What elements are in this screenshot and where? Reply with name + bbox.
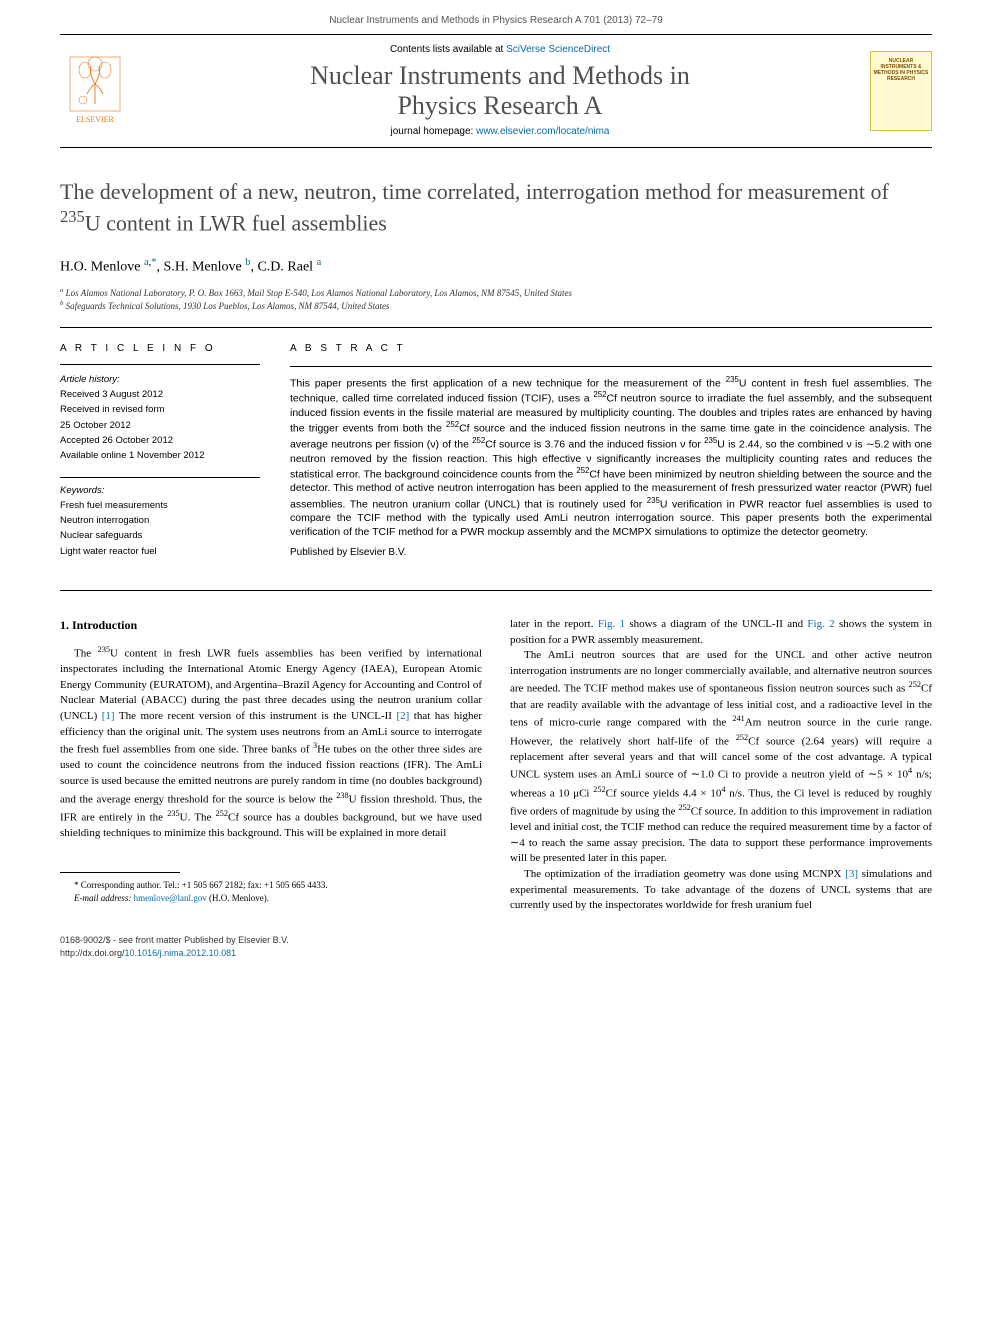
history-block: Article history: Received 3 August 2012 … bbox=[60, 373, 260, 463]
sciencedirect-link[interactable]: SciVerse ScienceDirect bbox=[506, 44, 610, 55]
keywords-block: Keywords: Fresh fuel measurements Neutro… bbox=[60, 484, 260, 558]
info-abstract-row: A R T I C L E I N F O Article history: R… bbox=[60, 342, 932, 572]
doi-line: http://dx.doi.org/10.1016/j.nima.2012.10… bbox=[60, 947, 932, 960]
keyword: Neutron interrogation bbox=[60, 514, 260, 527]
revised-line1: Received in revised form bbox=[60, 403, 260, 416]
body-para: The AmLi neutron sources that are used f… bbox=[510, 648, 932, 867]
affiliation-b: b Safeguards Technical Solutions, 1930 L… bbox=[60, 299, 932, 313]
article-title: The development of a new, neutron, time … bbox=[60, 178, 932, 239]
doi-link[interactable]: 10.1016/j.nima.2012.10.081 bbox=[125, 948, 237, 958]
footnote-separator bbox=[60, 872, 180, 873]
body-para: The optimization of the irradiation geom… bbox=[510, 867, 932, 914]
contents-line: Contents lists available at SciVerse Sci… bbox=[140, 43, 860, 57]
email-line: E-mail address: hmenlove@lanl.gov (H.O. … bbox=[60, 892, 482, 905]
abstract: A B S T R A C T This paper presents the … bbox=[290, 342, 932, 572]
revised-line2: 25 October 2012 bbox=[60, 419, 260, 432]
body-para: later in the report. Fig. 1 shows a diag… bbox=[510, 617, 932, 648]
journal-banner: ELSEVIER Contents lists available at Sci… bbox=[60, 34, 932, 148]
publisher-line: Published by Elsevier B.V. bbox=[290, 546, 932, 560]
contents-prefix: Contents lists available at bbox=[390, 44, 506, 55]
corresponding-author: * Corresponding author. Tel.: +1 505 667… bbox=[60, 879, 482, 892]
body-columns: 1. Introduction The 235U content in fres… bbox=[60, 617, 932, 914]
keyword: Fresh fuel measurements bbox=[60, 499, 260, 512]
history-label: Article history: bbox=[60, 373, 260, 386]
body-para: The 235U content in fresh LWR fuels asse… bbox=[60, 644, 482, 842]
homepage-link[interactable]: www.elsevier.com/locate/nima bbox=[476, 126, 609, 137]
info-heading: A R T I C L E I N F O bbox=[60, 342, 260, 356]
abstract-heading: A B S T R A C T bbox=[290, 342, 932, 356]
elsevier-logo: ELSEVIER bbox=[60, 51, 130, 131]
body-col-left: 1. Introduction The 235U content in fres… bbox=[60, 617, 482, 914]
elsevier-tree-icon bbox=[69, 56, 121, 112]
accepted-date: Accepted 26 October 2012 bbox=[60, 434, 260, 447]
online-date: Available online 1 November 2012 bbox=[60, 449, 260, 462]
author-email-link[interactable]: hmenlove@lanl.gov bbox=[134, 893, 207, 903]
received-date: Received 3 August 2012 bbox=[60, 388, 260, 401]
homepage-prefix: journal homepage: bbox=[390, 126, 476, 137]
running-header: Nuclear Instruments and Methods in Physi… bbox=[0, 0, 992, 34]
divider bbox=[60, 327, 932, 328]
section-heading: 1. Introduction bbox=[60, 617, 482, 634]
journal-cover-thumb: NUCLEAR INSTRUMENTS & METHODS IN PHYSICS… bbox=[870, 51, 932, 131]
authors-line: H.O. Menlove a,*, S.H. Menlove b, C.D. R… bbox=[60, 256, 932, 277]
abstract-text: This paper presents the first applicatio… bbox=[290, 375, 932, 540]
homepage-line: journal homepage: www.elsevier.com/locat… bbox=[140, 125, 860, 139]
issn-line: 0168-9002/$ - see front matter Published… bbox=[60, 934, 932, 947]
affiliations: a Los Alamos National Laboratory, P. O. … bbox=[60, 286, 932, 313]
keywords-label: Keywords: bbox=[60, 484, 260, 497]
citation-text: Nuclear Instruments and Methods in Physi… bbox=[329, 15, 663, 26]
banner-center: Contents lists available at SciVerse Sci… bbox=[140, 43, 860, 139]
keyword: Light water reactor fuel bbox=[60, 545, 260, 558]
body-col-right: later in the report. Fig. 1 shows a diag… bbox=[510, 617, 932, 914]
keyword: Nuclear safeguards bbox=[60, 529, 260, 542]
elsevier-label: ELSEVIER bbox=[76, 114, 114, 125]
affiliation-a: a Los Alamos National Laboratory, P. O. … bbox=[60, 286, 932, 300]
bottom-meta: 0168-9002/$ - see front matter Published… bbox=[60, 934, 932, 959]
divider bbox=[60, 590, 932, 591]
journal-title: Nuclear Instruments and Methods in Physi… bbox=[140, 61, 860, 121]
article-info: A R T I C L E I N F O Article history: R… bbox=[60, 342, 260, 572]
